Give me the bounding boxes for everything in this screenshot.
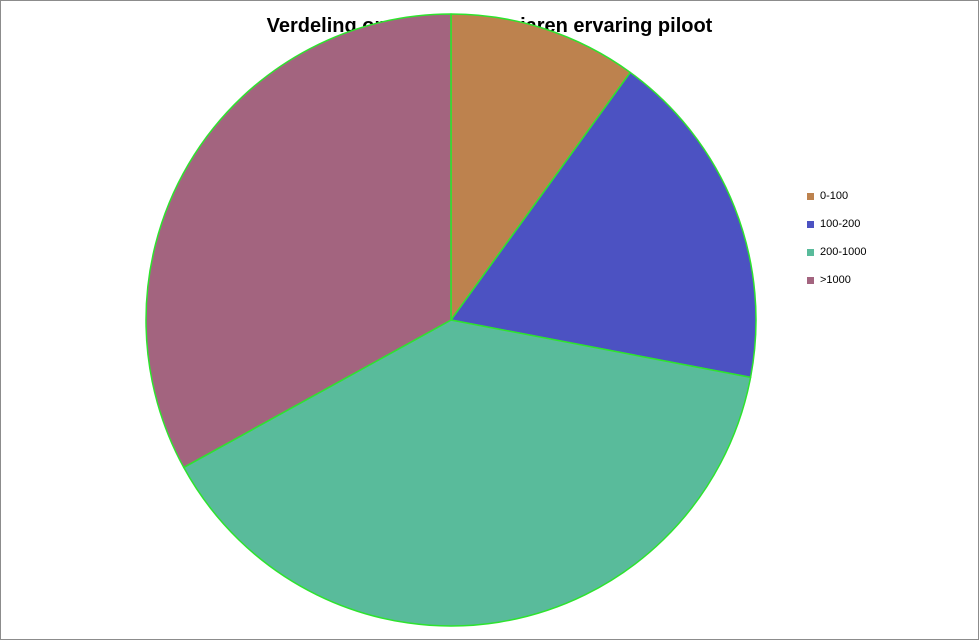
legend-label: 200-1000: [820, 246, 867, 258]
pie-slice-3: [182, 319, 752, 627]
pie-slice-2: [450, 71, 757, 379]
legend-swatch: [807, 193, 814, 200]
legend-label: 100-200: [820, 218, 861, 230]
legend-swatch: [807, 277, 814, 284]
legend-label: 0-100: [820, 190, 849, 202]
legend-swatch: [807, 249, 814, 256]
pie-slice-4: [145, 13, 452, 469]
pie-slice-1: [450, 13, 632, 321]
legend-swatch: [807, 221, 814, 228]
legend-label: >1000: [820, 274, 851, 286]
